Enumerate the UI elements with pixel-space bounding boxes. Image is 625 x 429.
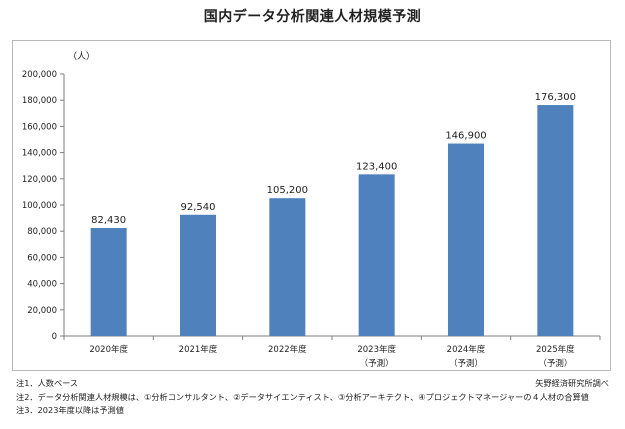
- bar-value-label: 105,200: [267, 185, 308, 196]
- bar-value-label: 176,300: [535, 92, 576, 103]
- y-tick-label: 100,000: [22, 201, 57, 211]
- chart-frame: [12, 40, 611, 371]
- bar: [180, 214, 216, 336]
- bar-value-label: 82,430: [91, 215, 126, 226]
- y-tick-label: 60,000: [27, 253, 57, 263]
- bar: [358, 174, 395, 336]
- x-tick-sublabel: （予測）: [538, 358, 572, 369]
- bar: [269, 198, 306, 336]
- x-tick-label: 2024年度: [447, 344, 486, 355]
- x-tick-label: 2023年度: [357, 344, 396, 355]
- x-tick-sublabel: （予測）: [360, 358, 394, 369]
- y-tick-label: 120,000: [22, 175, 57, 185]
- source-credit: 矢野経済研究所調べ: [535, 378, 609, 388]
- y-tick-label: 80,000: [27, 227, 57, 237]
- note-2: 注2．データ分析関連人材規模は、①分析コンサルタント、②データサイエンティスト、…: [16, 391, 589, 402]
- x-tick-sublabel: （予測）: [449, 358, 483, 369]
- bar: [90, 228, 127, 336]
- bar-value-label: 123,400: [356, 161, 397, 172]
- y-tick-label: 180,000: [22, 96, 57, 106]
- bar: [537, 105, 574, 336]
- y-tick-label: 160,000: [22, 122, 57, 132]
- y-tick-label: 20,000: [27, 306, 57, 316]
- y-tick-label: 40,000: [27, 280, 57, 290]
- bar-value-label: 92,540: [181, 202, 216, 213]
- note-1: 注1．人数ベース: [16, 378, 79, 388]
- x-tick-label: 2021年度: [179, 344, 218, 355]
- y-tick-label: 0: [52, 332, 57, 342]
- bar-value-label: 146,900: [445, 131, 486, 142]
- y-tick-label: 140,000: [22, 149, 57, 159]
- x-tick-label: 2022年度: [268, 344, 307, 355]
- note-3: 注3．2023年度以降は予測値: [16, 405, 124, 415]
- x-tick-label: 2020年度: [89, 344, 128, 355]
- y-unit-label: （人）: [68, 51, 95, 62]
- chart-title: 国内データ分析関連人材規模予測: [203, 9, 422, 25]
- footnotes: 注1．人数ベース 注2．データ分析関連人材規模は、①分析コンサルタント、②データ…: [16, 377, 616, 418]
- bar: [448, 143, 484, 336]
- y-tick-label: 200,000: [22, 70, 57, 80]
- x-tick-label: 2025年度: [536, 344, 575, 355]
